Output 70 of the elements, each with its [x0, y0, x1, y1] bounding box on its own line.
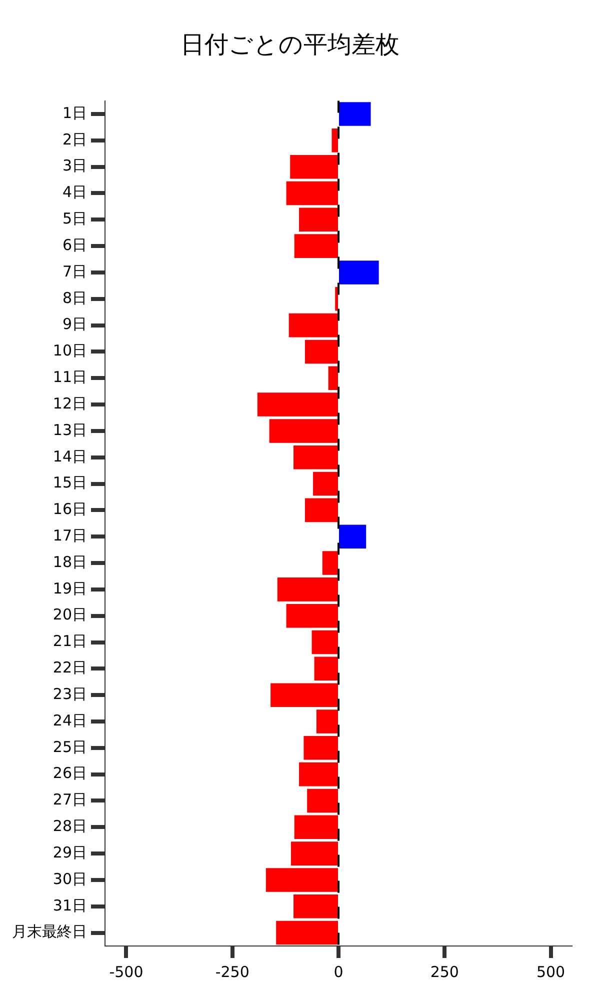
- bar: [290, 154, 338, 179]
- y-tick-label: 11日: [52, 368, 87, 386]
- bar: [322, 551, 338, 575]
- y-tick-label: 17日: [52, 526, 87, 544]
- bar: [328, 366, 338, 390]
- bar: [290, 842, 338, 866]
- bar: [316, 710, 338, 734]
- y-tick-label: 月末最終日: [12, 922, 87, 941]
- y-tick-label: 20日: [52, 606, 87, 624]
- y-tick-label: 15日: [52, 474, 87, 492]
- bar: [276, 920, 338, 945]
- bar: [304, 736, 338, 760]
- bar: [332, 128, 338, 152]
- bar: [335, 287, 338, 311]
- bar: [304, 340, 338, 364]
- bar: [339, 260, 379, 284]
- y-tick-label: 1日: [62, 104, 87, 122]
- y-tick-label: 13日: [52, 420, 87, 439]
- y-tick-label: 27日: [52, 790, 87, 809]
- x-tick-label: -250: [215, 962, 250, 981]
- bar: [257, 392, 338, 416]
- x-tick-label: 0: [334, 962, 344, 981]
- bar: [277, 578, 338, 602]
- y-tick-label: 22日: [52, 658, 87, 677]
- y-tick-label: 28日: [52, 817, 87, 836]
- bar: [266, 868, 338, 892]
- bar: [339, 102, 371, 126]
- bar: [314, 656, 338, 681]
- bar: [286, 604, 338, 628]
- y-tick-label: 5日: [62, 210, 87, 228]
- y-tick-label: 8日: [62, 288, 87, 307]
- bar: [288, 313, 338, 338]
- y-tick-label: 26日: [52, 764, 87, 782]
- bar: [286, 181, 338, 206]
- bar: [294, 894, 338, 918]
- y-tick-label: 31日: [52, 896, 87, 914]
- chart-title: 日付ごとの平均差枚: [180, 30, 400, 59]
- bar: [269, 419, 338, 443]
- bar: [312, 630, 338, 654]
- bar: [294, 815, 338, 840]
- y-tick-label: 10日: [52, 342, 87, 360]
- bar: [294, 234, 338, 258]
- y-tick-label: 6日: [62, 236, 87, 254]
- y-tick-label: 7日: [62, 262, 87, 280]
- y-tick-label: 24日: [52, 711, 87, 730]
- y-tick-label: 4日: [62, 183, 87, 202]
- y-tick-label: 25日: [52, 738, 87, 756]
- bar: [270, 683, 338, 707]
- bar: [304, 498, 338, 522]
- y-tick-label: 29日: [52, 843, 87, 862]
- bar: [299, 208, 338, 232]
- bar: [339, 524, 366, 548]
- y-tick-label: 19日: [52, 579, 87, 598]
- x-tick-label: -500: [109, 962, 144, 981]
- y-tick-label: 14日: [52, 447, 87, 466]
- y-tick-label: 16日: [52, 500, 87, 518]
- y-tick-label: 30日: [52, 870, 87, 888]
- y-tick-label: 21日: [52, 632, 87, 650]
- bar: [299, 762, 338, 786]
- y-tick-label: 12日: [52, 394, 87, 412]
- x-tick-label: 500: [536, 962, 566, 981]
- y-tick-label: 18日: [52, 552, 87, 571]
- y-tick-label: 2日: [62, 130, 87, 148]
- x-tick-label: 250: [430, 962, 459, 981]
- y-tick-label: 23日: [52, 684, 87, 703]
- y-tick-label: 9日: [62, 315, 87, 334]
- bar: [294, 445, 338, 470]
- bar: [313, 472, 338, 496]
- bar: [307, 788, 338, 813]
- y-tick-label: 3日: [62, 156, 87, 175]
